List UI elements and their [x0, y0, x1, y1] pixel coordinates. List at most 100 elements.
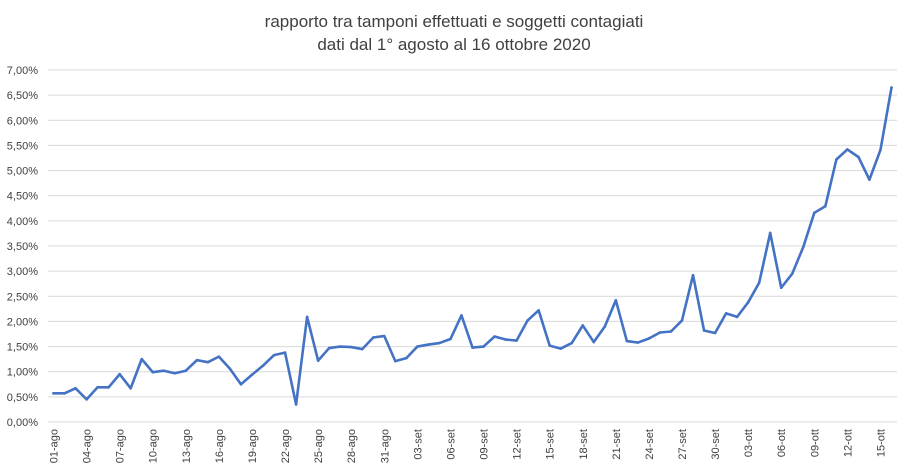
series-group	[52, 86, 893, 406]
data-point	[85, 398, 88, 401]
data-point	[680, 319, 684, 322]
data-point	[371, 336, 375, 339]
data-point	[879, 148, 882, 152]
y-tick-label: 5,00%	[7, 166, 38, 178]
data-point	[735, 315, 739, 319]
y-tick-label: 2,50%	[7, 291, 38, 303]
data-point	[316, 359, 320, 362]
data-point	[140, 357, 144, 361]
data-point	[206, 360, 210, 364]
y-tick-label: 3,00%	[7, 266, 38, 278]
y-tick-label: 1,50%	[7, 342, 38, 354]
x-tick-label: 15-set	[545, 429, 557, 460]
data-point	[658, 331, 662, 334]
data-point	[691, 273, 695, 277]
data-point	[52, 392, 55, 395]
data-point	[846, 148, 849, 151]
x-tick-label: 09-ott	[809, 429, 821, 457]
y-tick-label: 6,00%	[7, 115, 38, 127]
data-point	[250, 373, 254, 377]
data-point	[515, 339, 518, 342]
data-point	[713, 331, 717, 335]
x-tick-label: 27-set	[677, 429, 689, 460]
data-point	[460, 314, 463, 317]
y-tick-label: 7,00%	[7, 65, 38, 77]
x-tick-label: 28-ago	[346, 429, 358, 463]
data-point	[338, 345, 342, 348]
data-point	[724, 312, 728, 315]
data-point	[96, 386, 99, 389]
x-tick-label: 09-set	[479, 429, 491, 460]
y-tick-label: 0,50%	[7, 392, 38, 404]
x-tick-label: 10-ago	[148, 429, 160, 463]
x-tick-label: 07-ago	[115, 429, 127, 463]
data-point	[382, 334, 386, 338]
y-tick-label: 6,50%	[7, 90, 38, 102]
data-point	[548, 344, 551, 347]
data-point	[824, 204, 827, 208]
x-tick-label: 19-ago	[247, 429, 259, 463]
data-point	[669, 330, 673, 333]
x-tick-label: 16-ago	[214, 429, 226, 463]
data-point	[702, 329, 706, 332]
data-point	[636, 341, 640, 344]
data-point	[493, 335, 496, 338]
x-tick-label: 21-set	[611, 429, 623, 460]
data-point	[129, 387, 132, 390]
data-point	[746, 301, 750, 304]
x-tick-label: 24-set	[644, 429, 656, 460]
chart-title-line-2: dati dal 1° agosto al 16 ottobre 2020	[317, 35, 590, 54]
data-point	[526, 319, 529, 322]
y-tick-label: 3,50%	[7, 241, 38, 253]
data-point	[581, 324, 585, 327]
x-tick-label: 13-ago	[181, 429, 193, 463]
y-tick-label: 5,50%	[7, 140, 38, 152]
data-point	[801, 245, 805, 249]
data-point	[857, 155, 860, 159]
data-point	[592, 340, 596, 344]
y-tick-label: 0,00%	[7, 417, 38, 429]
data-point	[559, 347, 563, 350]
x-tick-label: 03-ott	[743, 429, 755, 457]
data-point	[757, 281, 761, 285]
x-tick-label: 22-ago	[280, 429, 292, 463]
chart-title-line-1: rapporto tra tamponi effettuati e sogget…	[265, 12, 644, 31]
data-point	[603, 325, 607, 328]
data-point	[537, 309, 540, 312]
data-point	[283, 351, 287, 354]
x-tick-label: 12-ott	[842, 429, 854, 457]
data-point	[162, 369, 166, 373]
y-tick-label: 2,00%	[7, 316, 38, 328]
data-point	[625, 339, 629, 343]
data-point	[647, 337, 651, 340]
x-tick-label: 15-ott	[875, 429, 887, 457]
data-point	[195, 358, 199, 362]
x-tick-label: 06-ott	[776, 429, 788, 457]
x-tick-label: 12-set	[512, 429, 524, 460]
y-tick-label: 4,00%	[7, 216, 38, 228]
data-point	[438, 341, 441, 345]
data-point	[107, 386, 110, 389]
data-point	[504, 338, 507, 341]
data-point	[360, 347, 364, 351]
x-tick-label: 25-ago	[313, 429, 325, 463]
data-point	[228, 367, 232, 370]
data-point	[570, 341, 574, 345]
gridlines	[48, 69, 897, 423]
data-point	[471, 346, 474, 349]
data-point	[768, 231, 772, 235]
data-point	[349, 345, 353, 349]
x-tick-label: 04-ago	[82, 429, 94, 463]
data-point	[868, 178, 871, 181]
x-axis-tick-labels: 01-ago 04-ago 07-ago 10-ago 13-ago 16-ago 19-a…	[49, 429, 888, 463]
data-point	[261, 364, 265, 367]
data-point	[173, 371, 177, 375]
data-point	[835, 158, 838, 161]
x-tick-label: 30-set	[710, 429, 722, 460]
data-point	[327, 346, 331, 350]
data-point	[74, 387, 77, 390]
x-tick-label: 01-ago	[49, 429, 61, 463]
data-point	[305, 315, 309, 319]
data-point	[217, 355, 221, 358]
